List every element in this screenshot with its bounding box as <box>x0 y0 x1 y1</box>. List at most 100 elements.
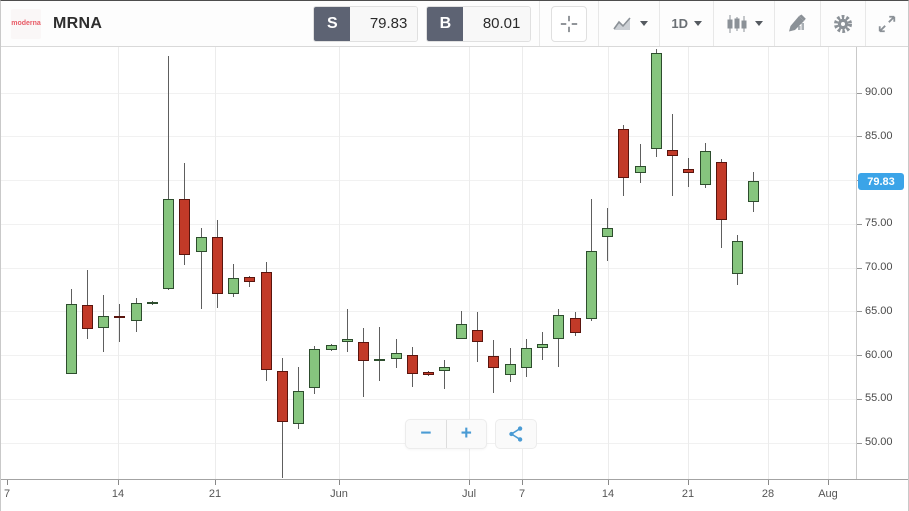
zoom-in-button[interactable]: + <box>447 420 487 448</box>
candle-up <box>553 314 565 339</box>
share-button[interactable] <box>495 419 537 449</box>
candle-down <box>569 318 581 334</box>
crosshair-icon <box>561 15 578 32</box>
symbol-title: MRNA <box>53 14 103 32</box>
price-tick-label: 65.00 <box>865 304 893 317</box>
date-tick <box>118 480 119 485</box>
area-chart-icon <box>613 16 631 30</box>
candle-up <box>98 315 110 329</box>
candle-up <box>585 251 597 320</box>
sell-button[interactable]: S 79.83 <box>313 5 419 42</box>
candle-up <box>634 166 646 174</box>
date-tick <box>339 480 340 485</box>
date-gridline <box>118 47 119 479</box>
price-gridline <box>1 355 856 357</box>
price-gridline <box>1 180 856 182</box>
price-tick-label: 85.00 <box>865 129 893 142</box>
date-tick <box>768 480 769 485</box>
candle-up <box>293 391 305 425</box>
price-gridline <box>1 92 856 94</box>
timeframe-label: 1D <box>671 16 688 31</box>
price-gridline <box>1 136 856 138</box>
candle-up <box>520 348 532 369</box>
price-gridline <box>1 223 856 225</box>
price-tick <box>857 355 862 357</box>
date-tick-label: 21 <box>681 488 695 500</box>
date-gridline <box>469 47 470 479</box>
candle-up <box>228 278 240 294</box>
candle-up <box>195 237 207 252</box>
sell-side-label: S <box>314 6 351 41</box>
candle-down <box>667 150 679 156</box>
date-tick-label: Aug <box>818 488 838 500</box>
date-tick-label: Jun <box>330 488 348 500</box>
price-gridline <box>1 267 856 269</box>
price-tick <box>857 223 862 225</box>
date-tick <box>215 480 216 485</box>
price-tick-label: 60.00 <box>865 348 893 361</box>
crosshair-button[interactable] <box>551 5 588 42</box>
current-price-tag: 79.83 <box>858 173 904 191</box>
price-tick-label: 50.00 <box>865 436 893 449</box>
price-tick-label: 75.00 <box>865 217 893 230</box>
chevron-down-icon <box>640 21 649 26</box>
date-tick <box>469 480 470 485</box>
candle-wick <box>379 327 381 381</box>
date-tick <box>522 480 523 485</box>
candle-down <box>179 198 191 256</box>
date-tick-label: 14 <box>111 488 125 500</box>
candle-up <box>699 151 711 186</box>
candle-up <box>455 323 467 339</box>
candle-up <box>325 344 337 350</box>
brand: moderna MRNA <box>11 8 103 39</box>
candle-up <box>390 353 402 359</box>
chevron-down-icon <box>755 21 763 26</box>
chevron-down-icon <box>694 21 702 26</box>
share-icon <box>509 426 523 442</box>
date-gridline <box>688 47 689 479</box>
candle-style-dropdown[interactable] <box>713 1 774 46</box>
date-gridline <box>828 47 829 479</box>
zoom-out-button[interactable]: − <box>406 420 446 448</box>
buy-button[interactable]: B 80.01 <box>426 5 532 42</box>
date-tick <box>608 480 609 485</box>
candle-up <box>748 181 760 203</box>
candle-wick <box>363 328 365 398</box>
time-axis[interactable]: 7 14 21 Jun Jul 7 14 21 28 Aug <box>1 479 908 511</box>
price-tick <box>857 442 862 444</box>
candle-up <box>537 343 549 349</box>
draw-tool[interactable] <box>774 1 820 46</box>
date-gridline <box>522 47 523 479</box>
candle-down <box>244 277 256 282</box>
candle-up <box>602 228 614 238</box>
candle-wick <box>168 55 170 291</box>
candle-down <box>683 168 695 174</box>
candlestick-chart: 90.0085.0080.0075.0070.0065.0060.0055.00… <box>1 47 908 511</box>
date-tick-label: Jul <box>461 488 477 500</box>
fullscreen-tool[interactable] <box>865 1 908 46</box>
timeframe-dropdown[interactable]: 1D <box>659 1 713 46</box>
divider <box>445 420 447 448</box>
date-tick-label: 21 <box>208 488 222 500</box>
candle-up <box>163 198 175 289</box>
crosshair-tool <box>539 1 598 46</box>
candle-down <box>276 370 288 422</box>
price-axis[interactable]: 90.0085.0080.0075.0070.0065.0060.0055.00… <box>856 47 908 479</box>
date-tick-label: 14 <box>601 488 615 500</box>
price-tick <box>857 92 862 94</box>
date-tick-label: 28 <box>761 488 775 500</box>
chart-toolbar: 1D <box>539 1 908 46</box>
settings-tool[interactable] <box>820 1 865 46</box>
chart-type-dropdown[interactable] <box>598 1 659 46</box>
candle-wick <box>444 359 446 390</box>
price-tick <box>857 267 862 269</box>
candle-down <box>406 355 418 375</box>
candle-up <box>341 338 353 343</box>
candle-up <box>309 349 321 389</box>
candle-up <box>732 240 744 274</box>
plot-area[interactable] <box>1 47 856 479</box>
candle-down <box>715 161 727 220</box>
date-tick <box>828 480 829 485</box>
date-gridline <box>608 47 609 479</box>
candle-up <box>650 53 662 149</box>
